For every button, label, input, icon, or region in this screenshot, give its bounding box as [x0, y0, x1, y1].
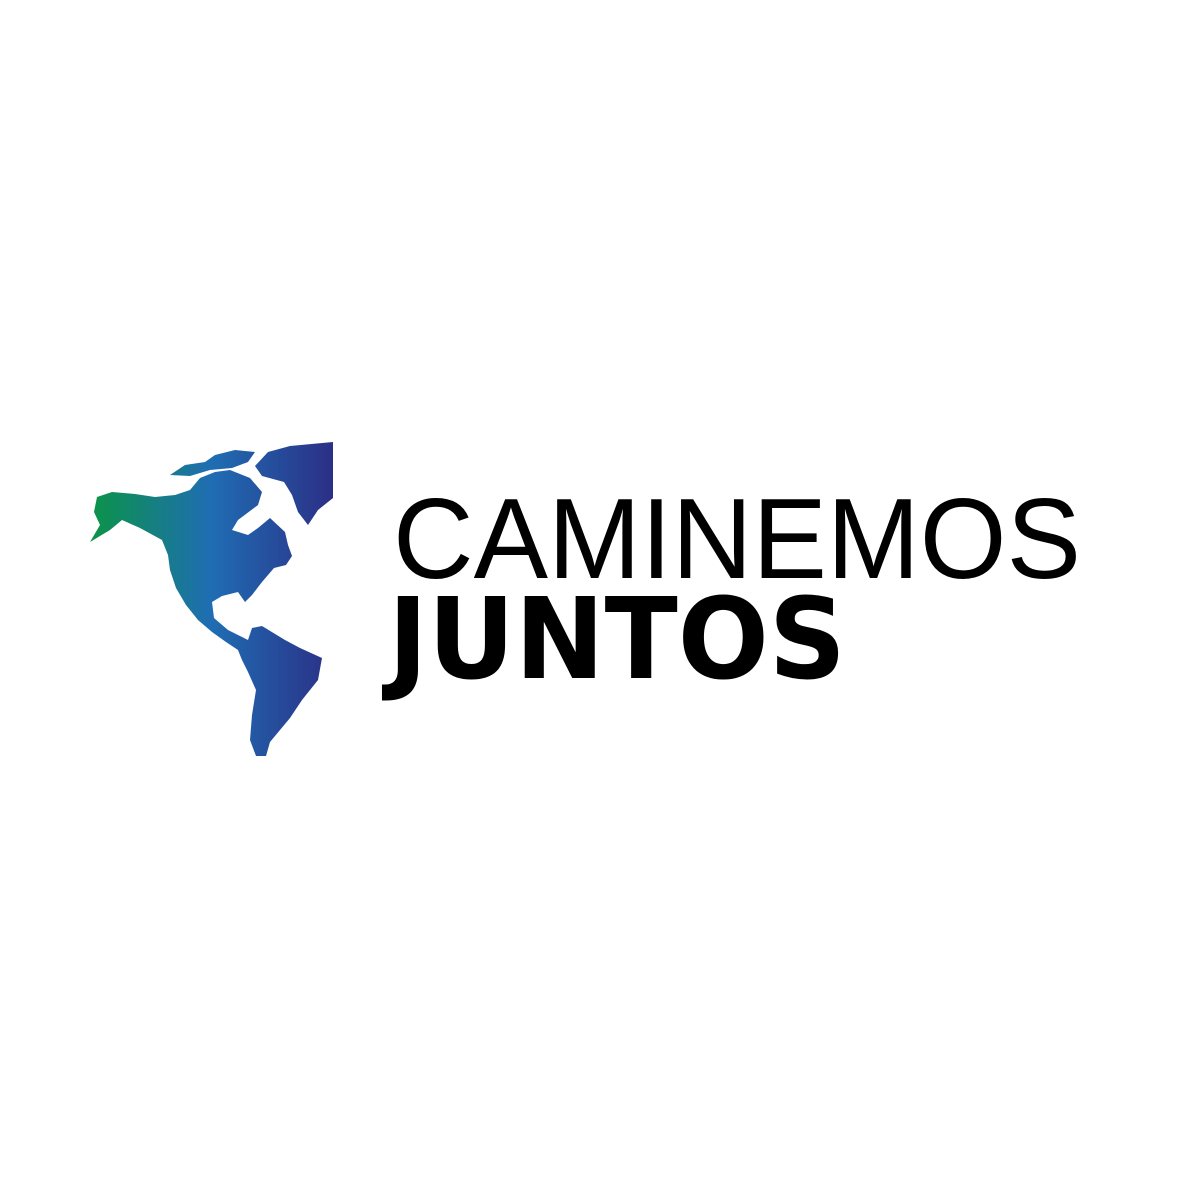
arctic-islands-shape [170, 450, 255, 476]
greenland-shape [255, 442, 333, 525]
wordmark-line-juntos: JUNTOS [381, 575, 846, 705]
north-america-shape [90, 470, 322, 756]
wordmark: CAMINEMOS JUNTOS [381, 476, 1081, 705]
americas-map-icon [90, 442, 333, 756]
wordmark-line-caminemos: CAMINEMOS [393, 476, 1081, 603]
